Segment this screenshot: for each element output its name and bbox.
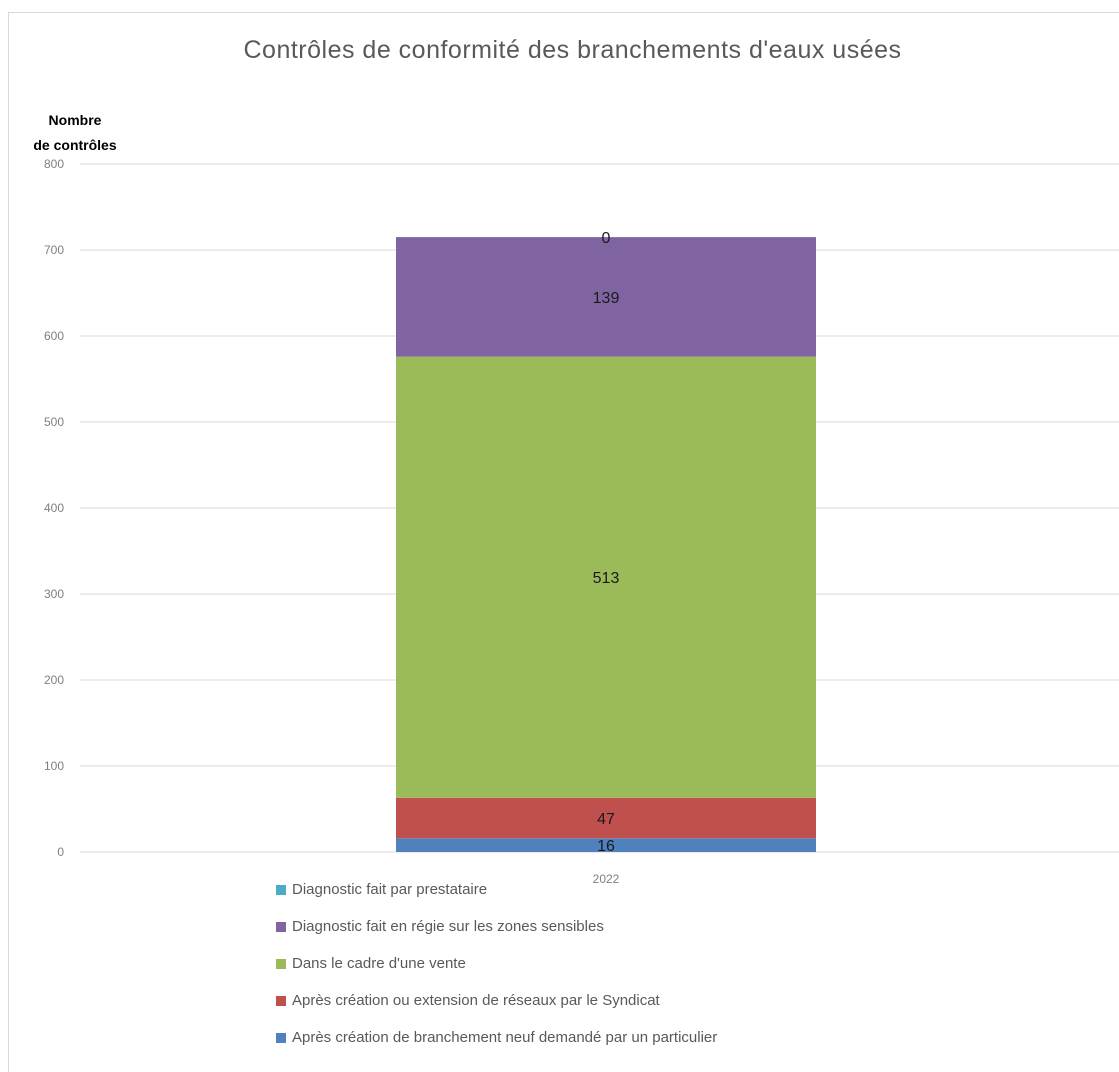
legend-label: Après création ou extension de réseaux p… (292, 992, 660, 1009)
bar-segment (396, 237, 816, 357)
legend-item: Après création ou extension de réseaux p… (276, 991, 660, 1011)
legend-item: Dans le cadre d'une vente (276, 954, 466, 974)
legend-label: Après création de branchement neuf deman… (292, 1029, 718, 1046)
y-tick-label: 800 (44, 157, 64, 171)
data-label: 0 (602, 230, 611, 247)
y-axis-label-line: de contrôles (33, 137, 117, 153)
bar-segment (396, 797, 816, 839)
y-tick-label: 0 (57, 845, 64, 859)
legend-item: Diagnostic fait par prestataire (276, 880, 487, 900)
data-label: 16 (597, 838, 615, 855)
data-label: 47 (597, 811, 615, 828)
y-tick-label: 100 (44, 759, 64, 773)
bar-segment (396, 838, 816, 852)
y-tick-label: 600 (44, 329, 64, 343)
data-label: 139 (593, 290, 620, 307)
legend-swatch (276, 996, 286, 1006)
legend-swatch (276, 885, 286, 895)
y-axis-label: Nombre de contrôles (12, 108, 138, 158)
y-tick-label: 400 (44, 501, 64, 515)
y-tick-label: 500 (44, 415, 64, 429)
legend-swatch (276, 1033, 286, 1043)
data-label: 513 (593, 570, 620, 587)
legend-item: Diagnostic fait en régie sur les zones s… (276, 917, 604, 937)
y-axis-label-line: Nombre (48, 112, 102, 128)
y-tick-label: 200 (44, 673, 64, 687)
y-tick-label: 700 (44, 243, 64, 257)
bar-segment (396, 356, 816, 798)
legend-item: Après création de branchement neuf deman… (276, 1028, 717, 1048)
y-tick-label: 300 (44, 587, 64, 601)
legend-label: Diagnostic fait par prestataire (292, 881, 488, 898)
chart-frame (8, 12, 1119, 1072)
x-tick-label: 2022 (593, 872, 620, 886)
legend-swatch (276, 922, 286, 932)
chart-title: Contrôles de conformité des branchements… (243, 36, 902, 64)
legend-label: Dans le cadre d'une vente (292, 955, 466, 972)
legend-label: Diagnostic fait en régie sur les zones s… (292, 918, 604, 935)
legend-swatch (276, 959, 286, 969)
